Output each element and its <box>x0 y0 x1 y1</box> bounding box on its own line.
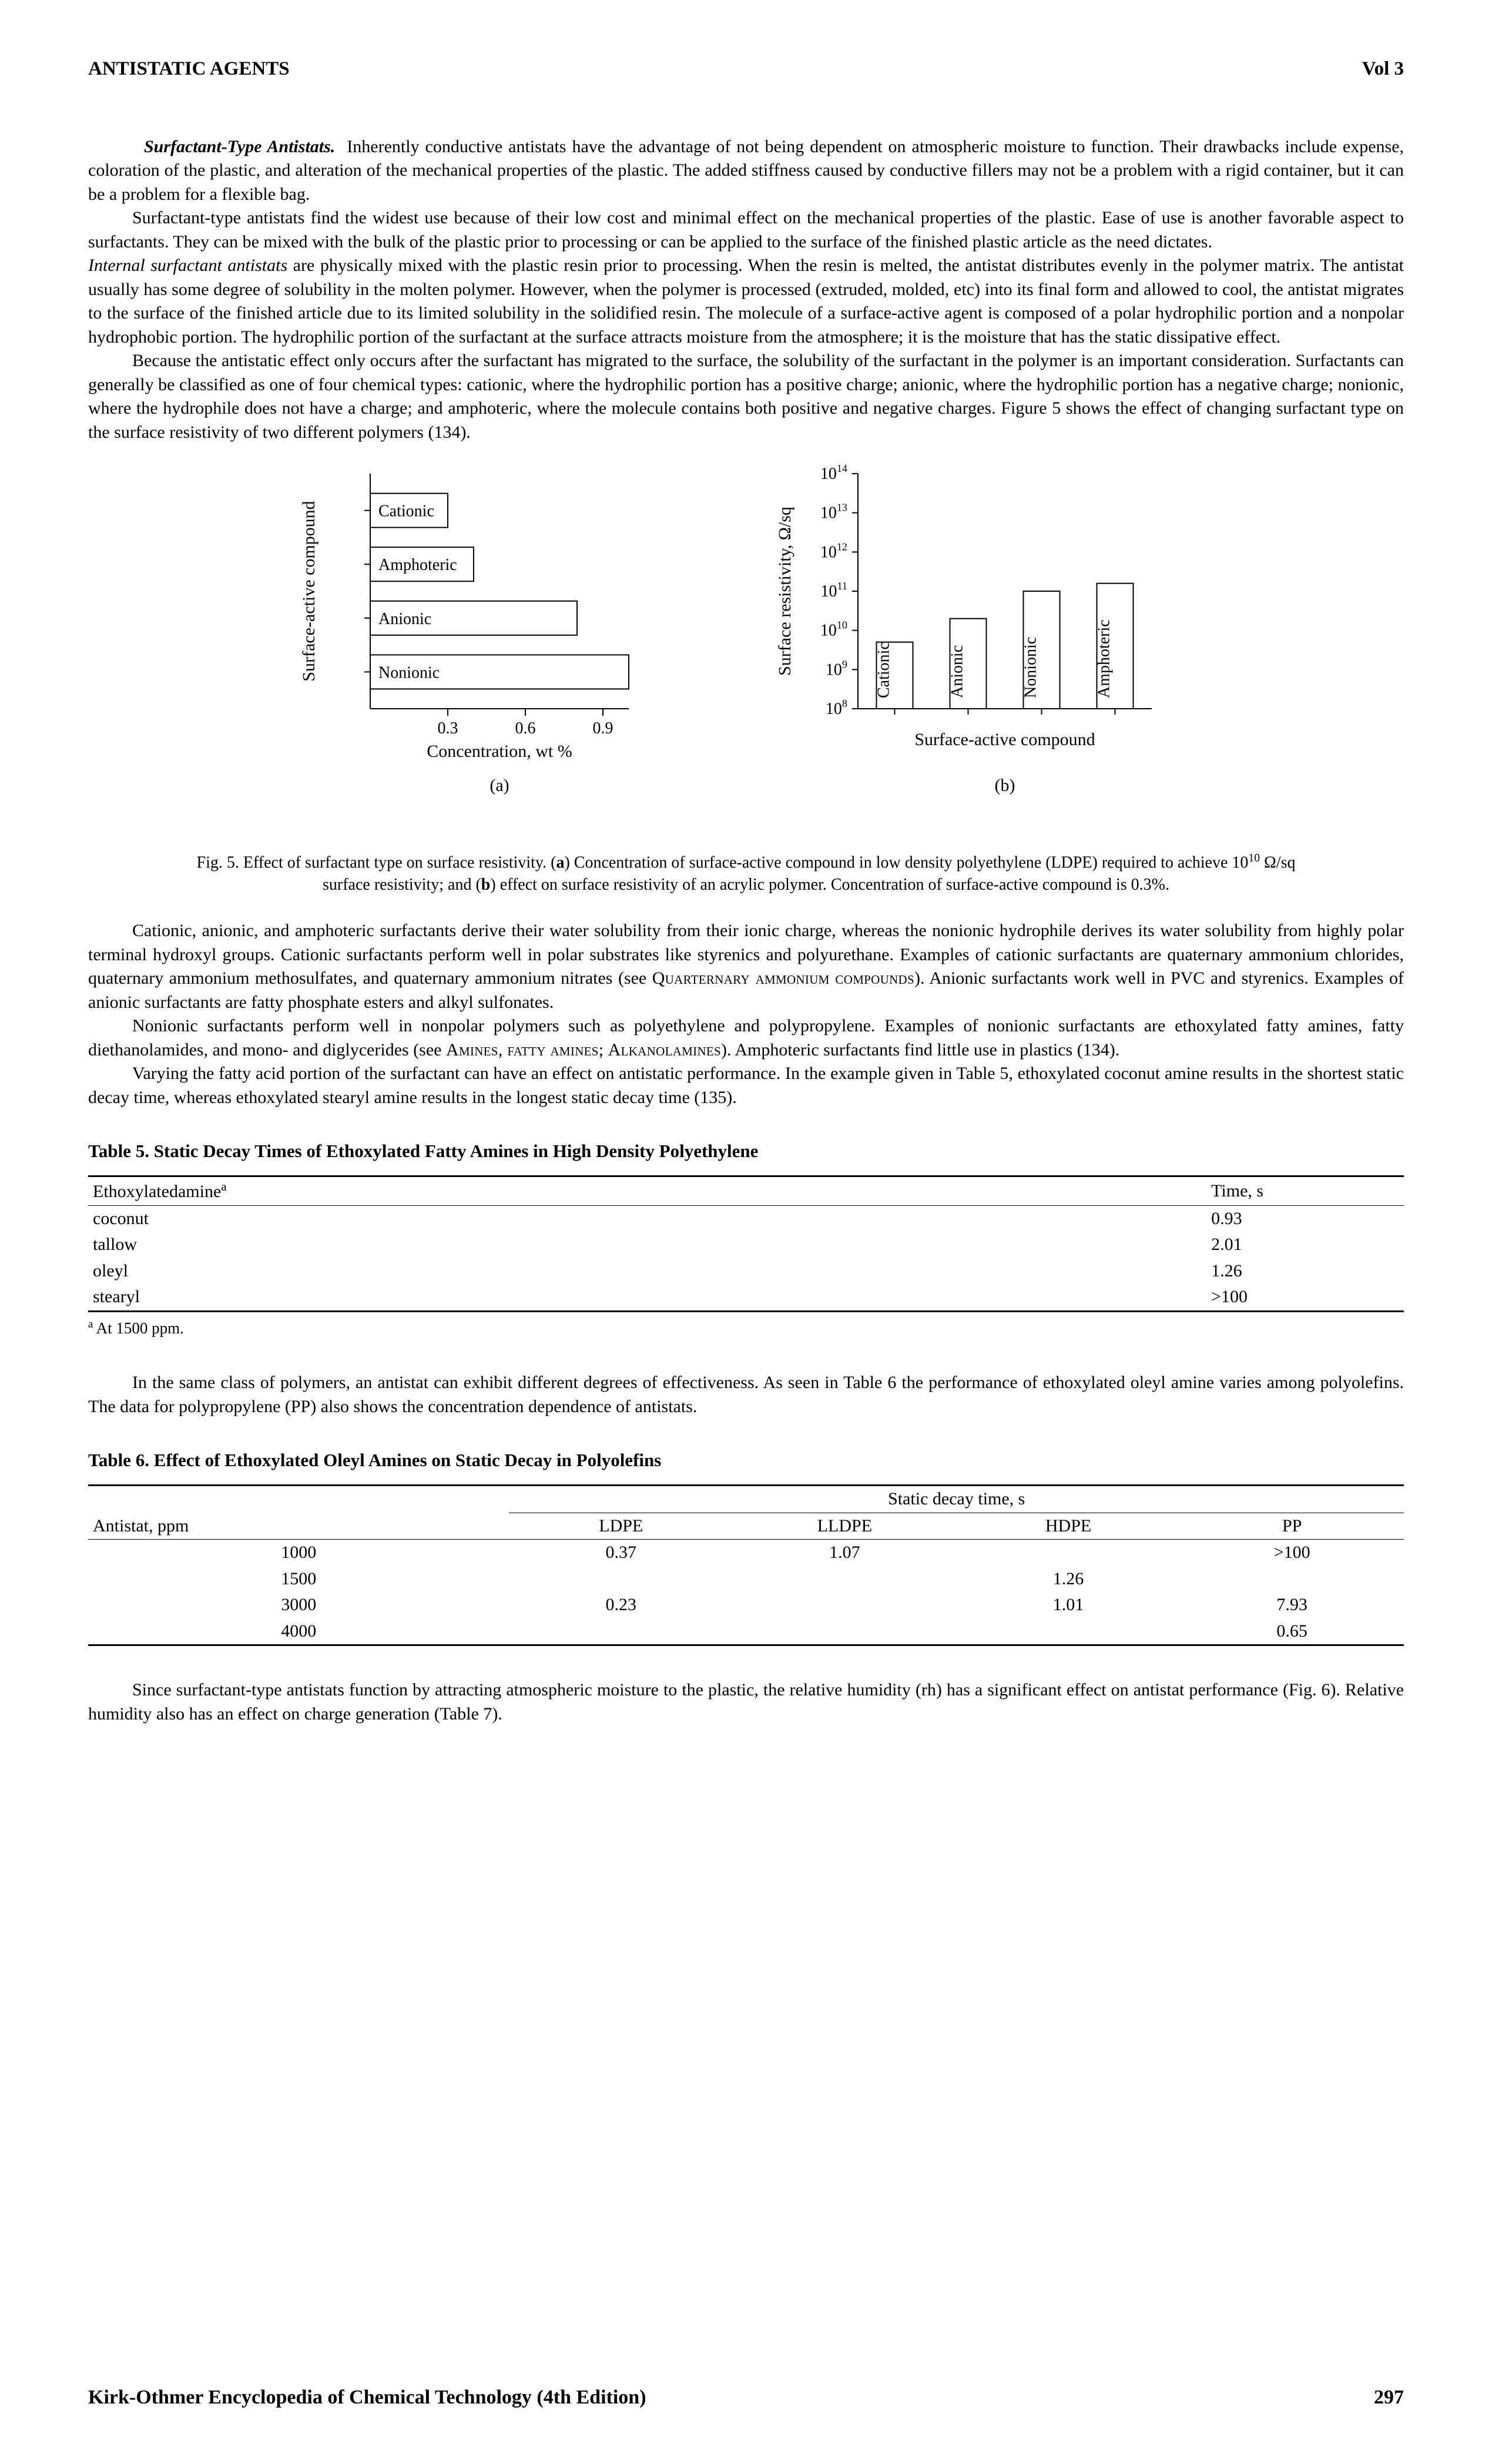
svg-text:Cationic: Cationic <box>378 502 434 521</box>
table-row: stearyl>100 <box>88 1284 1404 1311</box>
svg-text:108: 108 <box>825 698 847 718</box>
table-row: 30000.231.017.93 <box>88 1592 1404 1618</box>
svg-text:1010: 1010 <box>820 619 847 640</box>
fig5cap-b-letter: b <box>481 876 491 894</box>
para-2: Surfactant-type antistats find the wides… <box>88 206 1404 254</box>
para-1: Surfactant-Type Antistats. Inherently co… <box>88 135 1404 207</box>
table-5-footnote: a At 1500 ppm. <box>88 1317 1404 1339</box>
figure-5-svg: Surface-active compound 0.3 0.6 0.9 Cationic… <box>294 462 1199 820</box>
para-5: Cationic, anionic, and amphoteric surfac… <box>88 919 1404 1014</box>
para-9: Since surfactant-type antistats function… <box>88 1678 1404 1726</box>
running-header: ANTISTATIC AGENTS Vol 3 <box>88 56 1404 82</box>
svg-text:Anionic: Anionic <box>378 610 431 628</box>
svg-text:Nonionic: Nonionic <box>1021 637 1040 698</box>
svg-text:0.3: 0.3 <box>437 719 458 737</box>
fig5cap-b: ) Concentration of surface-active compou… <box>564 853 1248 871</box>
fig5cap-d: ) effect on surface resistivity of an ac… <box>490 876 1169 894</box>
svg-text:0.9: 0.9 <box>592 719 613 737</box>
fig5cap-a: Fig. 5. Effect of surfactant type on sur… <box>197 853 556 871</box>
svg-text:(b): (b) <box>994 776 1015 795</box>
table-row: oleyl1.26 <box>88 1258 1404 1285</box>
table-row: Antistat, ppmLDPELLDPEHDPEPP <box>88 1513 1404 1540</box>
sc-quat: Quarternary ammonium compounds <box>652 968 914 988</box>
table-6-title: Table 6. Effect of Ethoxylated Oleyl Ami… <box>88 1448 1404 1473</box>
table-row: Static decay time, s <box>88 1486 1404 1513</box>
table-row: 10000.371.07>100 <box>88 1540 1404 1566</box>
para-4: Because the antistatic effect only occur… <box>88 349 1404 444</box>
table-5: EthoxylatedamineaTime, scoconut0.93tallo… <box>88 1175 1404 1312</box>
svg-text:1011: 1011 <box>820 580 847 601</box>
table-row: 15001.26 <box>88 1566 1404 1593</box>
t5-foot-text: At 1500 ppm. <box>93 1319 184 1337</box>
svg-text:Nonionic: Nonionic <box>378 663 440 682</box>
svg-text:(a): (a) <box>489 776 509 795</box>
svg-text:Surface-active compound: Surface-active compound <box>914 730 1095 749</box>
para-6: Nonionic surfactants perform well in non… <box>88 1014 1404 1062</box>
figure-5: Surface-active compound 0.3 0.6 0.9 Cationic… <box>88 462 1404 827</box>
page-footer: Kirk-Othmer Encyclopedia of Chemical Tec… <box>88 2384 1404 2411</box>
svg-text:Amphoteric: Amphoteric <box>1095 619 1113 698</box>
table-6: Static decay time, sAntistat, ppmLDPELLD… <box>88 1484 1404 1646</box>
svg-text:Surface resistivity, Ω/sq: Surface resistivity, Ω/sq <box>775 507 794 676</box>
svg-text:109: 109 <box>825 658 847 679</box>
svg-text:Cationic: Cationic <box>874 642 893 698</box>
svg-text:Concentration, wt %: Concentration, wt % <box>427 742 572 761</box>
svg-text:1013: 1013 <box>820 502 847 522</box>
svg-text:Anionic: Anionic <box>948 645 966 698</box>
footer-right: 297 <box>1374 2384 1404 2411</box>
table-5-title: Table 5. Static Decay Times of Ethoxylat… <box>88 1139 1404 1164</box>
figure-5-caption: Fig. 5. Effect of surfactant type on sur… <box>188 851 1304 896</box>
header-right: Vol 3 <box>1362 56 1404 82</box>
para-8: In the same class of polymers, an antist… <box>88 1371 1404 1419</box>
svg-text:1012: 1012 <box>820 541 847 561</box>
subhead-surfactant: Surfactant-Type Antistats. <box>144 137 335 156</box>
footer-left: Kirk-Othmer Encyclopedia of Chemical Tec… <box>88 2384 646 2411</box>
para-6b: ). Amphoteric surfactants find little us… <box>721 1040 1119 1060</box>
svg-text:0.6: 0.6 <box>515 719 535 737</box>
para-3-lead: Internal surfactant antistats <box>88 256 287 275</box>
sc-amines: Amines, fatty amines <box>446 1040 599 1060</box>
header-left: ANTISTATIC AGENTS <box>88 56 290 82</box>
table-row: coconut0.93 <box>88 1206 1404 1232</box>
svg-text:Amphoteric: Amphoteric <box>378 556 457 574</box>
sc-alk: Alkanolamines <box>608 1040 721 1060</box>
fig5cap-exp: 10 <box>1248 852 1260 864</box>
fig5cap-a-letter: a <box>556 853 564 871</box>
para-6mid: ; <box>599 1040 608 1060</box>
table-row: EthoxylatedamineaTime, s <box>88 1177 1404 1205</box>
para-3: Internal surfactant antistats are physic… <box>88 254 1404 349</box>
svg-text:1014: 1014 <box>820 462 847 483</box>
svg-text:Surface-active compound: Surface-active compound <box>299 501 318 681</box>
para-7: Varying the fatty acid portion of the su… <box>88 1062 1404 1109</box>
table-row: tallow2.01 <box>88 1232 1404 1258</box>
table-row: 40000.65 <box>88 1618 1404 1645</box>
